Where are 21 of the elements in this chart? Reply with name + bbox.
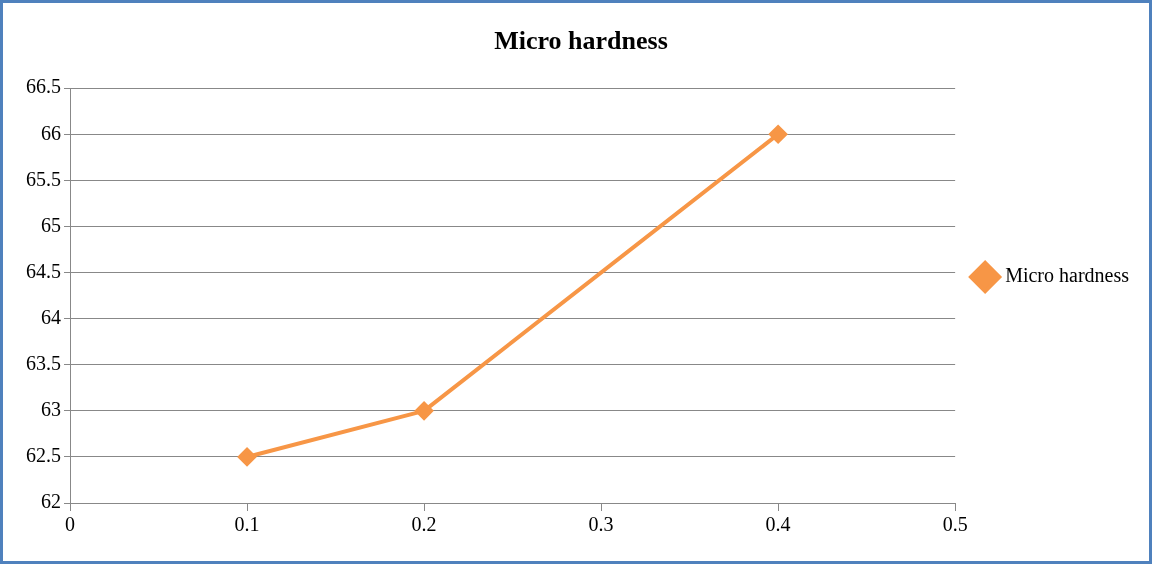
point [415,401,434,420]
y-tick-label: 62.5 [26,444,61,467]
x-tick-label: 0.3 [588,513,614,536]
legend-label: Micro hardness [1005,264,1130,287]
point [769,125,788,144]
y-tick-label: 66 [41,121,61,144]
x-tick-label: 0.5 [942,513,968,536]
x-tick-label: 0.1 [234,513,260,536]
x-tick-label: 0.2 [411,513,437,536]
y-tick-label: 64 [41,305,61,328]
x-tick-label: 0 [65,513,75,536]
y-tick-label: 66.5 [26,75,61,98]
y-tick-label: 64.5 [26,259,61,282]
y-tick-label: 63 [41,398,61,421]
y-tick-label: 63.5 [26,351,61,374]
y-tick-label: 65.5 [26,167,61,190]
point [238,447,257,466]
y-tick-label: 62 [41,490,61,513]
y-tick-label: 65 [41,213,61,236]
chart-title: Micro hardness [494,26,668,56]
x-tick-label: 0.4 [765,513,791,536]
